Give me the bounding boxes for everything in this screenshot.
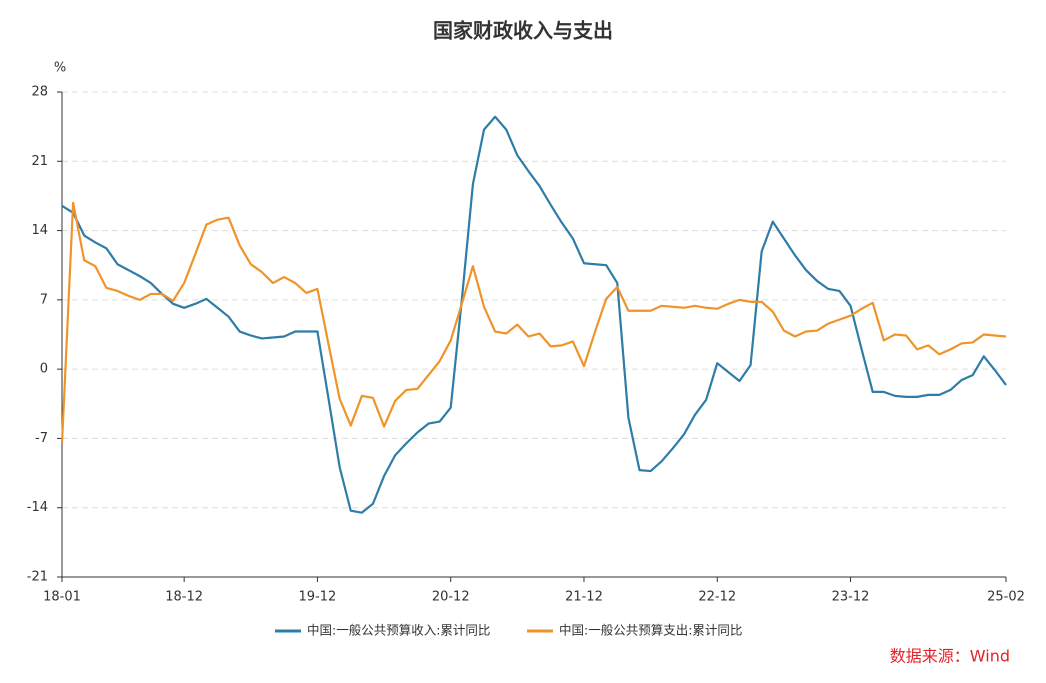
y-tick-label: -21 [27, 570, 48, 585]
x-tick-label: 18-01 [43, 590, 81, 605]
y-tick-label: 7 [40, 292, 48, 307]
y-tick-label: 14 [31, 223, 48, 238]
y-tick-label: -14 [27, 500, 48, 515]
x-tick-label: 20-12 [432, 590, 470, 605]
x-tick-label: 18-12 [165, 590, 203, 605]
legend-label: 中国:一般公共预算支出:累计同比 [559, 623, 742, 638]
y-axis-unit: % [54, 61, 66, 76]
series-line [61, 115, 1007, 514]
source-note: 数据来源：Wind [890, 647, 1010, 666]
x-tick-label: 22-12 [698, 590, 736, 605]
y-tick-label: 21 [31, 154, 48, 169]
y-tick-label: -7 [35, 431, 48, 446]
series-line [60, 201, 1007, 444]
x-tick-label: 25-02 [987, 590, 1025, 605]
y-tick-label: 0 [40, 362, 48, 377]
x-tick-label: 19-12 [299, 590, 337, 605]
chart-title: 国家财政收入与支出 [433, 19, 613, 43]
y-tick-label: 28 [31, 85, 48, 100]
x-tick-label: 23-12 [832, 590, 870, 605]
x-tick-label: 21-12 [565, 590, 603, 605]
legend-label: 中国:一般公共预算收入:累计同比 [307, 623, 490, 638]
